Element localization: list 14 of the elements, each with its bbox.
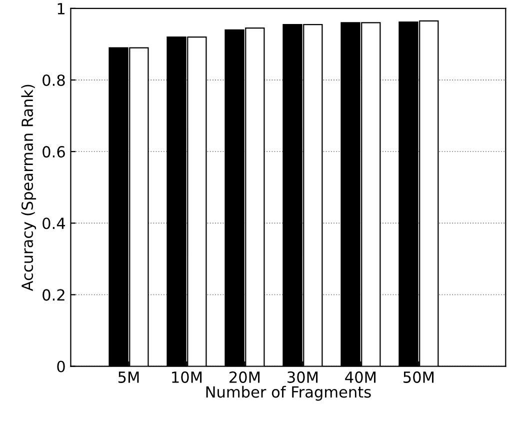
y-tick-label: 1 xyxy=(58,3,64,14)
y-tick-label: 0.8 xyxy=(42,74,65,86)
x-axis-title: Number of Fragments xyxy=(206,386,371,401)
y-tick-label: 0.4 xyxy=(42,218,66,230)
x-tick-label: 40M xyxy=(345,371,376,383)
x-tick-label: 30M xyxy=(288,371,318,383)
y-tick-label: 0.2 xyxy=(42,289,64,301)
y-axis-title: Accuracy (Spearman Rank) xyxy=(21,84,36,292)
y-tick-label: 0 xyxy=(57,360,65,372)
x-tick-label: 50M xyxy=(404,371,434,383)
x-tick-label: 10M xyxy=(172,371,202,383)
x-tick-label: 20M xyxy=(230,371,260,383)
y-tick-label: 0.6 xyxy=(42,146,65,158)
x-tick-label: 5M xyxy=(118,372,139,383)
